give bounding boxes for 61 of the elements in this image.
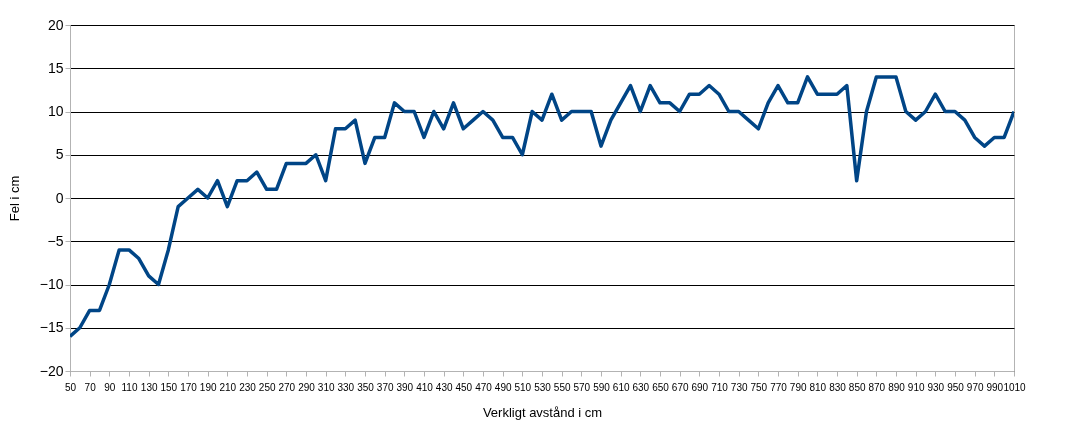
x-tick-label: 670 [671,381,689,393]
x-tick-label: 130 [140,381,158,393]
y-tick-label: 20 [47,16,64,33]
y-tick-label: −5 [47,232,64,249]
x-tick-label: 830 [829,381,847,393]
x-tick-label: 890 [888,381,906,393]
x-tick-label: 550 [553,381,571,393]
x-tick-label: 370 [376,381,394,393]
x-tick-label: 330 [337,381,355,393]
x-tick-label: 810 [809,381,827,393]
y-tick-label: −10 [39,276,64,292]
x-tick-label: 450 [455,381,473,393]
x-tick-label: 110 [121,381,138,393]
x-tick-label: 470 [475,381,493,393]
x-tick-label: 610 [612,381,630,393]
x-tick-label: 230 [239,381,257,393]
y-tick-label: 0 [55,189,64,206]
x-tick-label: 710 [711,381,729,393]
x-tick-label: 770 [770,381,788,393]
y-axis-title: Fel i cm [6,175,22,222]
x-tick-label: 170 [180,381,198,393]
x-tick-label: 850 [848,381,866,393]
x-tick-label: 390 [396,381,414,393]
x-axis-title: Verkligt avstånd i cm [482,404,603,420]
x-tick-label: 950 [947,381,965,393]
x-tick-label: 510 [514,381,532,393]
x-tick-label: 590 [593,381,611,393]
x-tick-label: 530 [534,381,552,393]
x-tick-label: 970 [966,381,984,393]
x-tick-label: 50 [64,381,77,393]
y-tick-label: 5 [55,146,64,163]
x-tick-label: 150 [160,381,178,393]
x-tick-label: 190 [199,381,217,393]
x-tick-label: 350 [357,381,375,393]
x-tick-label: 910 [907,381,925,393]
x-tick-label: 310 [317,381,335,393]
x-tick-label: 790 [789,381,807,393]
line-series [70,75,1014,339]
y-tick-label: −15 [39,319,64,336]
x-tick-label: 1010 [1003,381,1027,393]
y-tick-label: −20 [39,362,64,379]
y-tick-label: 15 [47,59,64,76]
x-tick-label: 490 [494,381,512,393]
x-tick-label: 290 [298,381,316,393]
x-tick-label: 870 [868,381,886,393]
x-tick-label: 70 [84,381,97,393]
x-tick-label: 690 [691,381,709,393]
x-tick-label: 750 [750,381,768,393]
x-tick-label: 630 [632,381,650,393]
x-tick-label: 270 [278,381,296,393]
x-tick-label: 430 [435,381,453,393]
x-tick-label: 90 [104,381,116,393]
x-tick-label: 730 [730,381,748,393]
y-tick-label: 10 [47,103,64,119]
x-tick-label: 930 [927,381,945,393]
x-tick-label: 410 [416,381,434,393]
x-tick-label: 210 [219,381,237,393]
x-tick-label: 650 [652,381,670,393]
x-tick-label: 570 [573,381,591,393]
x-tick-label: 990 [986,381,1004,393]
x-tick-label: 250 [258,381,276,393]
